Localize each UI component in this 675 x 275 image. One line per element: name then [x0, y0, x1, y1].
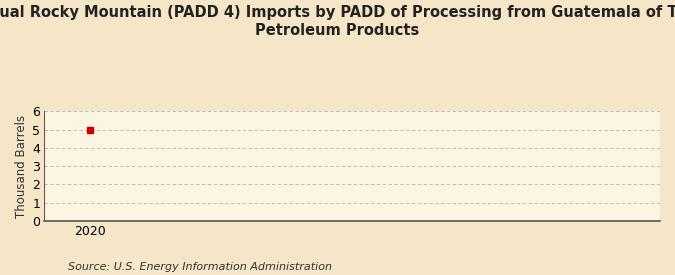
Text: Source: U.S. Energy Information Administration: Source: U.S. Energy Information Administ…: [68, 262, 331, 272]
Text: Annual Rocky Mountain (PADD 4) Imports by PADD of Processing from Guatemala of T: Annual Rocky Mountain (PADD 4) Imports b…: [0, 6, 675, 38]
Y-axis label: Thousand Barrels: Thousand Barrels: [15, 115, 28, 218]
